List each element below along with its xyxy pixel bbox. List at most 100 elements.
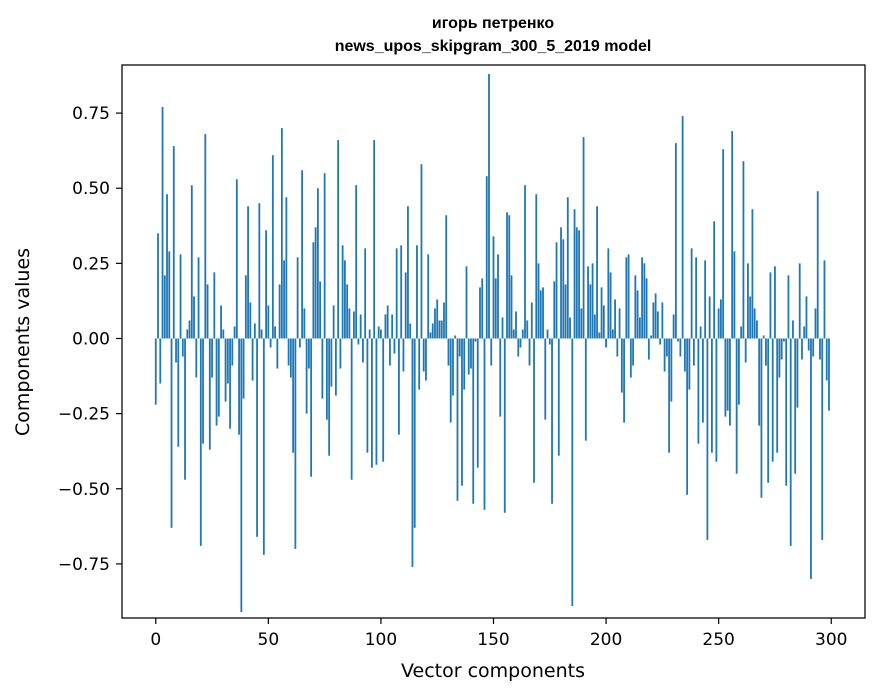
- bar-15: [188, 320, 191, 339]
- bar-56: [280, 128, 283, 339]
- bar-142: [474, 338, 477, 342]
- bar-279: [783, 338, 785, 342]
- x-tick-label-6: 300: [815, 630, 847, 650]
- bar-87: [350, 338, 353, 480]
- bar-216: [641, 257, 643, 339]
- y-tick-label-1: 0.50: [72, 179, 110, 199]
- bar-190: [582, 137, 585, 339]
- bar-175: [548, 338, 551, 345]
- bar-92: [362, 338, 364, 363]
- bar-132: [452, 338, 454, 396]
- x-tick-label-2: 100: [365, 630, 397, 650]
- x-tick-label-5: 250: [702, 630, 734, 650]
- bar-204: [614, 299, 616, 339]
- bar-97: [373, 140, 376, 339]
- bar-127: [440, 320, 443, 339]
- bar-268: [758, 338, 761, 426]
- bar-195: [593, 314, 596, 339]
- bar-31: [224, 338, 227, 402]
- bar-120: [425, 338, 427, 381]
- bar-95: [368, 329, 371, 339]
- bar-234: [681, 116, 684, 339]
- bar-293: [814, 308, 817, 339]
- bar-147: [485, 176, 488, 339]
- bar-99: [377, 326, 380, 339]
- bar-45: [256, 338, 258, 537]
- bar-179: [557, 338, 560, 456]
- bar-24: [208, 338, 211, 450]
- bar-137: [463, 338, 466, 390]
- bar-188: [578, 230, 580, 339]
- bar-35: [233, 326, 236, 339]
- bar-86: [348, 308, 351, 339]
- bar-124: [434, 308, 436, 339]
- bar-251: [720, 299, 722, 339]
- bar-285: [796, 338, 799, 408]
- bar-168: [533, 338, 535, 483]
- bar-238: [690, 248, 693, 339]
- bar-65: [301, 170, 304, 339]
- bar-129: [445, 215, 448, 339]
- bar-248: [713, 221, 716, 339]
- bar-284: [794, 338, 797, 474]
- bar-155: [503, 338, 506, 513]
- bar-206: [618, 308, 621, 339]
- bar-213: [634, 275, 637, 339]
- bar-10: [177, 338, 180, 447]
- bar-49: [265, 230, 267, 339]
- bar-178: [555, 242, 558, 339]
- bar-191: [584, 338, 587, 441]
- bar-111: [404, 272, 407, 339]
- bar-272: [767, 338, 770, 483]
- bar-102: [384, 314, 387, 339]
- bar-117: [418, 338, 421, 390]
- bar-27: [215, 338, 218, 426]
- bar-254: [726, 338, 729, 411]
- bar-162: [519, 338, 522, 348]
- chart-subtitle: news_upos_skipgram_300_5_2019 model: [335, 38, 652, 55]
- bar-98: [375, 338, 378, 465]
- bar-296: [821, 338, 824, 540]
- bar-140: [470, 338, 472, 369]
- bar-17: [193, 296, 195, 339]
- bar-30: [222, 329, 225, 339]
- bar-130: [447, 338, 450, 366]
- bar-207: [620, 338, 623, 393]
- bar-135: [458, 338, 461, 357]
- bar-69: [310, 338, 313, 477]
- bar-208: [623, 338, 625, 423]
- bar-150: [492, 236, 495, 339]
- bar-22: [204, 134, 207, 339]
- bar-106: [393, 338, 396, 354]
- bar-72: [316, 188, 319, 339]
- bar-156: [506, 212, 508, 339]
- bar-6: [168, 251, 171, 339]
- bar-82: [339, 338, 342, 369]
- bar-233: [679, 338, 682, 357]
- bar-53: [274, 326, 276, 339]
- bar-84: [344, 260, 346, 339]
- bar-51: [269, 338, 272, 348]
- bar-70: [312, 242, 315, 339]
- bar-85: [346, 284, 349, 339]
- bar-55: [278, 284, 281, 339]
- bar-71: [314, 227, 317, 339]
- bar-288: [803, 326, 806, 339]
- bar-20: [199, 338, 202, 546]
- y-tick-label-6: −0.75: [58, 555, 110, 575]
- bar-160: [515, 311, 517, 339]
- bar-219: [647, 338, 650, 360]
- bar-186: [573, 209, 576, 339]
- bar-200: [605, 338, 607, 348]
- bar-214: [636, 290, 639, 339]
- bar-263: [747, 263, 749, 339]
- bar-171: [539, 290, 542, 339]
- bar-276: [776, 338, 779, 453]
- bar-241: [697, 338, 700, 444]
- x-tick-label-4: 200: [590, 630, 622, 650]
- bar-110: [402, 338, 405, 372]
- bar-267: [756, 320, 758, 339]
- bar-75: [323, 173, 326, 339]
- bar-224: [659, 338, 662, 345]
